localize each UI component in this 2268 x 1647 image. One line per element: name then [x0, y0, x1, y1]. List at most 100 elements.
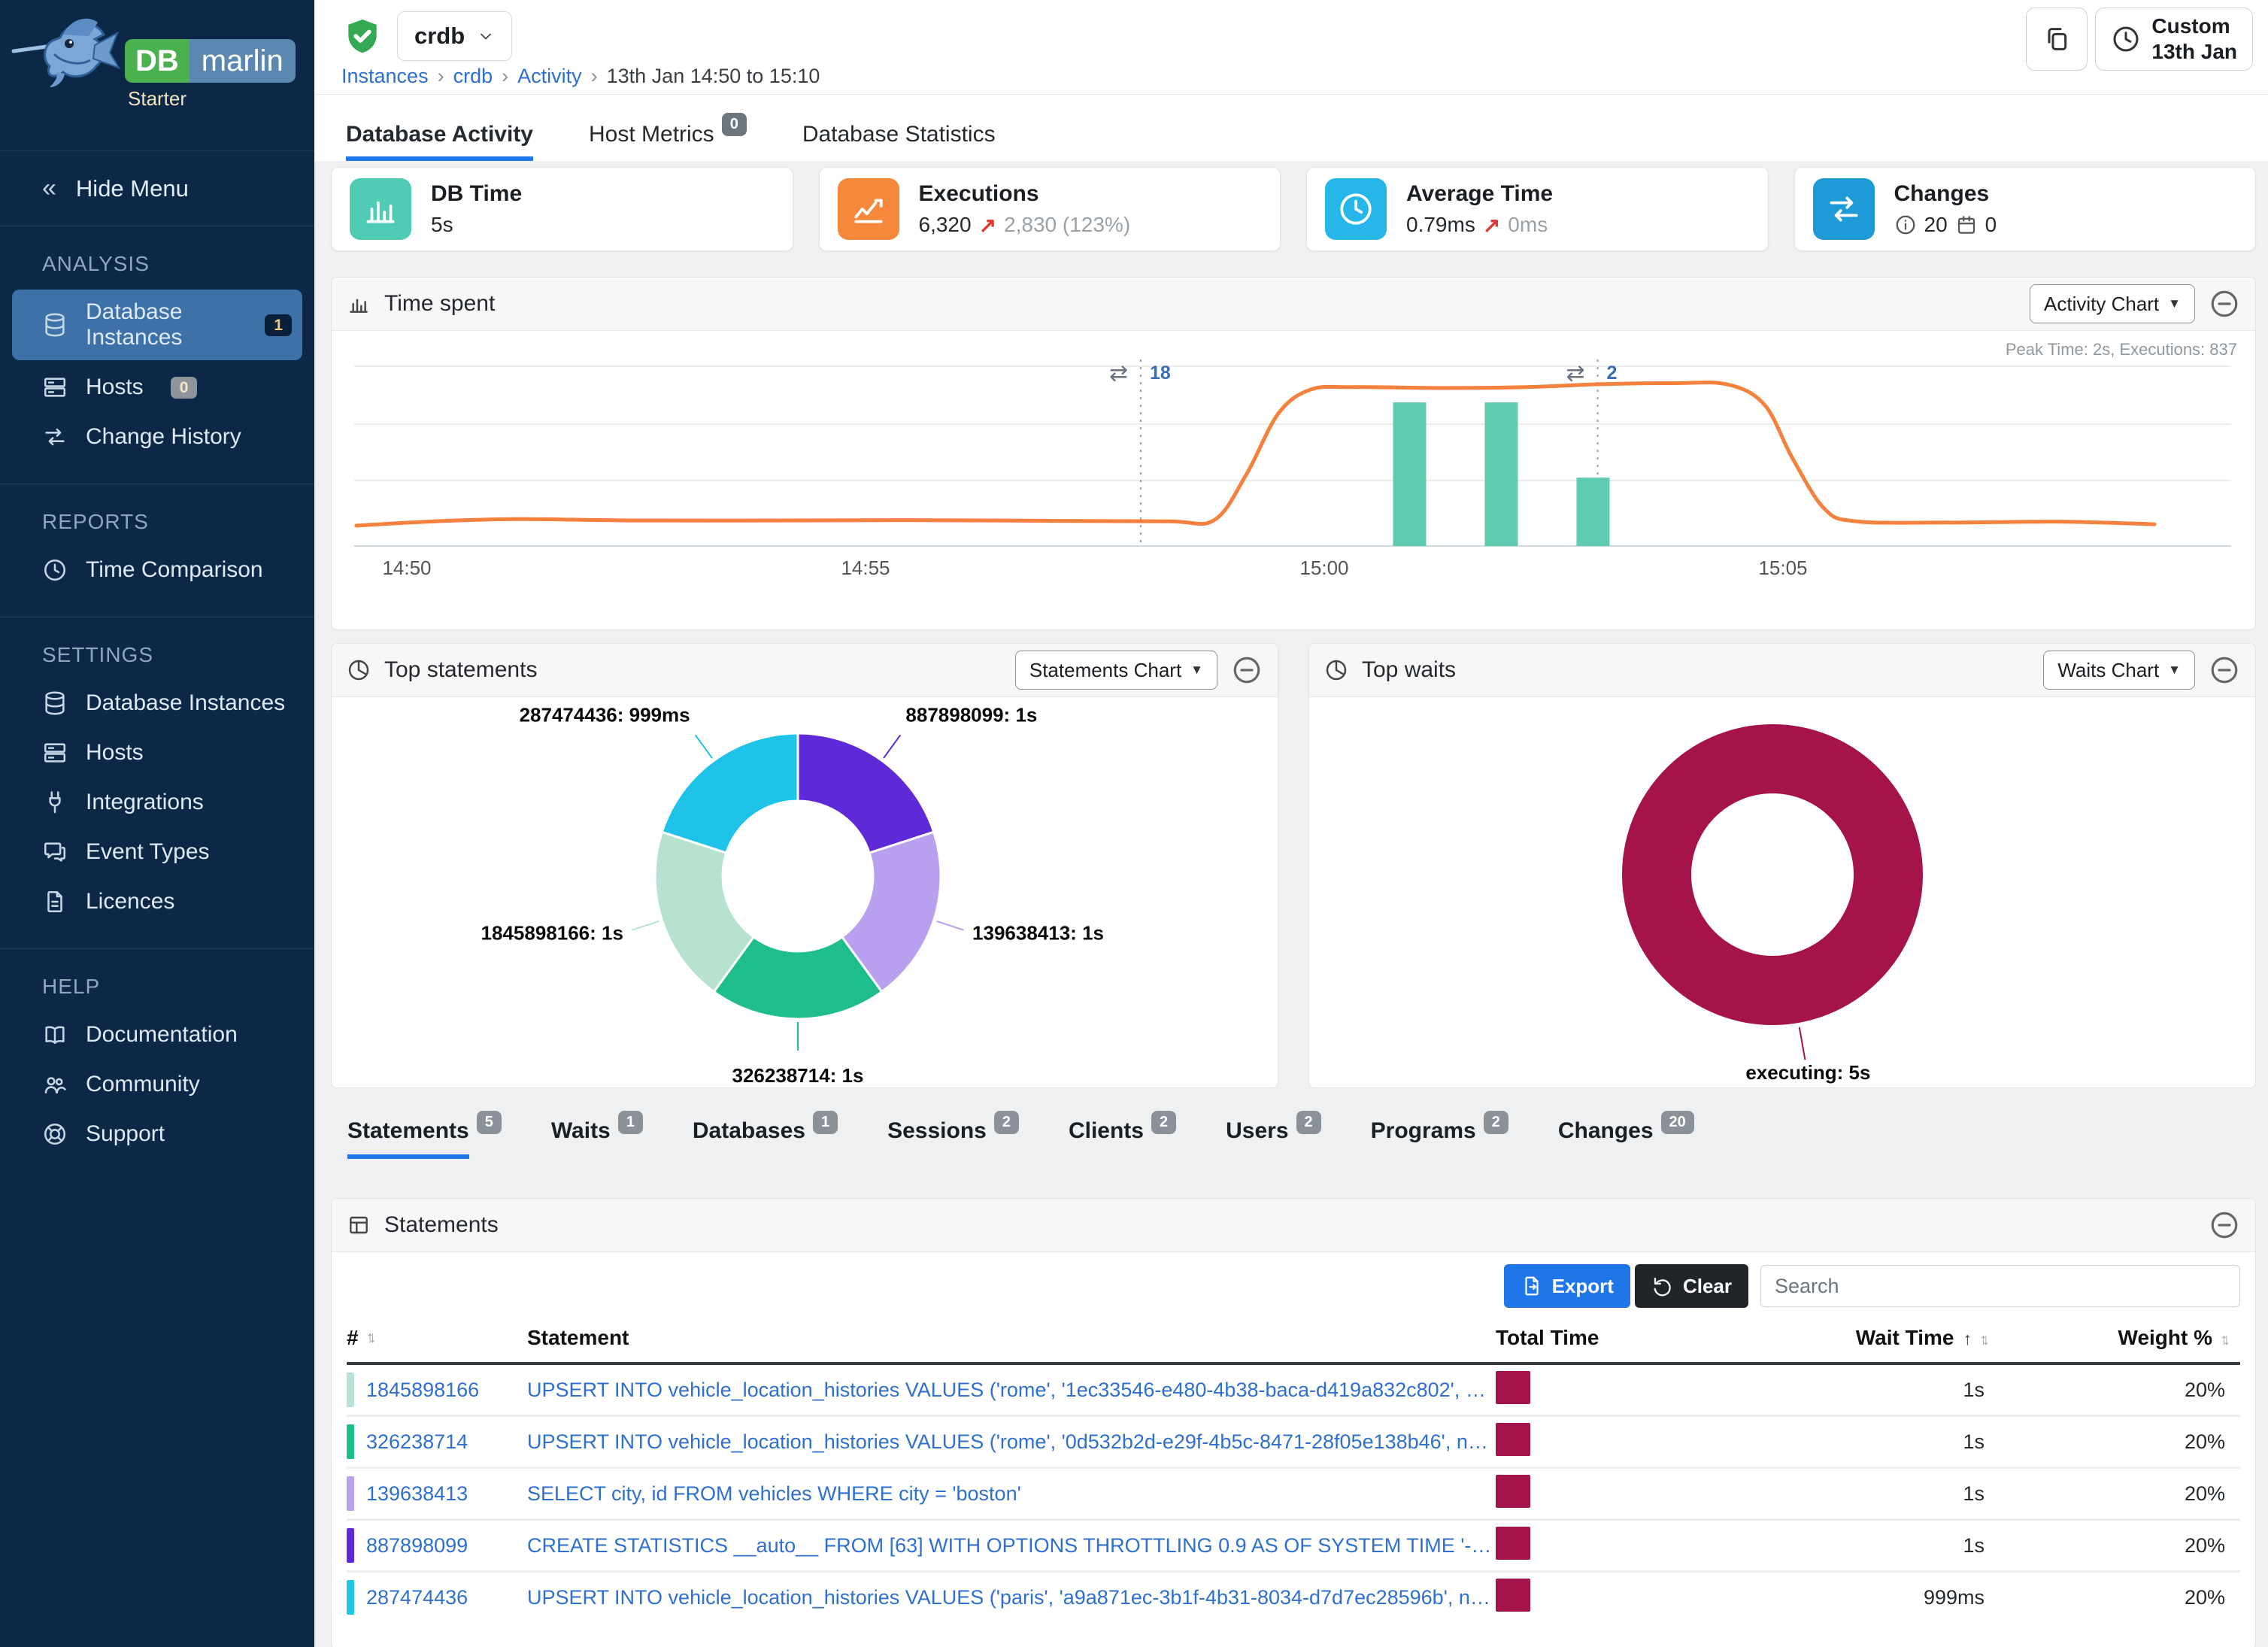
sidebar-item-label: Hosts	[86, 740, 144, 765]
sort-icon: ↑↓	[1979, 1331, 1990, 1348]
detail-tab-statements[interactable]: Statements 5	[347, 1111, 502, 1159]
tab-label: Statements	[347, 1118, 469, 1159]
wait-time-value: 1s	[1963, 1378, 1984, 1401]
statement-text-link[interactable]: UPSERT INTO vehicle_location_histories V…	[527, 1585, 1496, 1609]
breadcrumb-activity[interactable]: Activity	[517, 65, 582, 87]
detail-tab-changes[interactable]: Changes 20	[1558, 1111, 1694, 1154]
svg-text:14:55: 14:55	[841, 557, 890, 579]
clear-button[interactable]: Clear	[1634, 1264, 1748, 1308]
count-badge: 1	[265, 314, 292, 336]
sidebar-item-label: Change History	[86, 424, 241, 449]
brand-marlin: marlin	[189, 39, 296, 83]
sidebar-item-event-types[interactable]: Event Types	[12, 830, 302, 875]
export-button[interactable]: Export	[1503, 1264, 1630, 1308]
logo-block: DB marlin Starter	[0, 0, 314, 151]
top-waits-panel: Top waits Waits Chart ▼ executing: 5s	[1308, 643, 2256, 1088]
total-time-bar	[1496, 1578, 1530, 1612]
instance-selector-button[interactable]: crdb	[397, 11, 513, 61]
count-badge: 20	[1660, 1111, 1694, 1134]
collapse-panel-button[interactable]	[2209, 288, 2240, 320]
statement-text-link[interactable]: CREATE STATISTICS __auto__ FROM [63] WIT…	[527, 1533, 1496, 1557]
hide-menu-button[interactable]: « Hide Menu	[0, 151, 314, 226]
tab-database-statistics[interactable]: Database Statistics	[802, 122, 996, 161]
activity-chart-dropdown[interactable]: Activity Chart ▼	[2030, 284, 2195, 323]
statements-table: # ↑↓ Statement Total Time Wait Time ↑ ↑↓ Weight…	[332, 1315, 2255, 1622]
statement-text-link[interactable]: SELECT city, id FROM vehicles WHERE city…	[527, 1482, 1021, 1505]
sidebar-item-documentation[interactable]: Documentation	[12, 1012, 302, 1057]
statement-id-link[interactable]: 326238714	[366, 1430, 468, 1453]
search-input[interactable]	[1760, 1265, 2240, 1307]
statement-color-bar	[347, 1580, 354, 1615]
sidebar-item-database-instances[interactable]: Database Instances	[12, 681, 302, 726]
total-time-bar	[1496, 1422, 1530, 1456]
statement-color-bar	[347, 1528, 354, 1563]
collapse-panel-button[interactable]	[1231, 654, 1263, 686]
column-header-weight[interactable]: Weight % ↑↓	[2015, 1326, 2240, 1350]
statement-id-link[interactable]: 287474436	[366, 1585, 468, 1609]
minus-circle-icon	[2209, 288, 2240, 320]
panel-title: Top statements	[384, 657, 538, 682]
kpi-delta: 0ms	[1508, 213, 1548, 236]
sidebar-item-label: Licences	[86, 889, 175, 914]
sidebar-item-integrations[interactable]: Integrations	[12, 780, 302, 825]
instance-name: crdb	[414, 23, 465, 49]
pie-chart-icon	[1324, 658, 1348, 682]
column-header-wait-time[interactable]: Wait Time ↑ ↑↓	[1691, 1326, 2015, 1350]
statement-id-link[interactable]: 887898099	[366, 1533, 468, 1557]
time-range-button[interactable]: Custom 13th Jan	[2095, 8, 2253, 71]
detail-tab-sessions[interactable]: Sessions 2	[887, 1111, 1019, 1154]
tab-label: Programs	[1370, 1118, 1476, 1143]
sidebar-item-label: Support	[86, 1121, 165, 1146]
sidebar-item-hosts[interactable]: Hosts	[12, 730, 302, 775]
export-label: Export	[1551, 1274, 1614, 1297]
statement-id-link[interactable]: 1845898166	[366, 1378, 480, 1401]
collapse-panel-button[interactable]	[2209, 1209, 2240, 1241]
export-icon	[1521, 1275, 1543, 1297]
statement-color-bar	[347, 1424, 354, 1459]
sidebar-item-label: Integrations	[86, 790, 204, 814]
statement-row: 326238714 UPSERT INTO vehicle_location_hi…	[347, 1415, 2240, 1467]
undo-icon	[1651, 1275, 1674, 1297]
sidebar-item-community[interactable]: Community	[12, 1062, 302, 1107]
sidebar-item-support[interactable]: Support	[12, 1112, 302, 1157]
statement-text-link[interactable]: UPSERT INTO vehicle_location_histories V…	[527, 1378, 1496, 1401]
statements-chart-dropdown[interactable]: Statements Chart ▼	[1014, 651, 1217, 690]
dropdown-label: Statements Chart	[1029, 658, 1182, 681]
breadcrumb-crdb[interactable]: crdb	[453, 65, 493, 87]
column-header-[interactable]: # ↑↓	[347, 1326, 527, 1350]
waits-donut-chart: executing: 5s	[1309, 697, 2255, 1087]
statement-id-link[interactable]: 139638413	[366, 1482, 468, 1505]
sidebar-item-label: Hosts	[86, 375, 144, 399]
svg-text:287474436: 999ms: 287474436: 999ms	[520, 704, 690, 726]
detail-tabs: Statements 5 Waits 1 Databases 1 Sessions 2 Clie…	[331, 1111, 2256, 1178]
statements-donut-chart: 887898099: 1s 139638413: 1s 326238714: 1s 1…	[332, 697, 1278, 1087]
svg-text:326238714: 1s: 326238714: 1s	[732, 1064, 864, 1087]
sidebar-item-change-history[interactable]: Change History	[12, 414, 302, 460]
sidebar-item-label: Time Comparison	[86, 557, 263, 582]
detail-tab-databases[interactable]: Databases 1	[693, 1111, 838, 1154]
collapse-panel-button[interactable]	[2209, 654, 2240, 686]
copy-link-button[interactable]	[2026, 8, 2088, 71]
statement-color-bar	[347, 1476, 354, 1511]
tab-label: Waits	[550, 1118, 611, 1143]
breadcrumb-separator: ›	[437, 65, 444, 87]
detail-tab-waits[interactable]: Waits 1	[550, 1111, 643, 1154]
sidebar-item-hosts[interactable]: Hosts 0	[12, 365, 302, 410]
detail-tab-users[interactable]: Users 2	[1226, 1111, 1321, 1154]
server-icon	[42, 740, 68, 766]
sidebar-item-database-instances[interactable]: Database Instances 1	[12, 290, 302, 360]
brand-edition: Starter	[128, 87, 187, 110]
kpi-row: DB Time 5s Executions 6,320 ↗ 2,830 (123%) Ave…	[331, 167, 2256, 251]
minus-circle-icon	[1231, 654, 1263, 686]
svg-text:1845898166: 1s: 1845898166: 1s	[481, 921, 623, 944]
detail-tab-programs[interactable]: Programs 2	[1370, 1111, 1508, 1154]
statement-text-link[interactable]: UPSERT INTO vehicle_location_histories V…	[527, 1430, 1496, 1453]
sidebar-item-licences[interactable]: Licences	[12, 879, 302, 924]
count-badge: 0	[170, 376, 198, 399]
sidebar-item-time-comparison[interactable]: Time Comparison	[12, 547, 302, 593]
detail-tab-clients[interactable]: Clients 2	[1069, 1111, 1177, 1154]
tab-database-activity[interactable]: Database Activity	[346, 122, 533, 161]
tab-host-metrics[interactable]: Host Metrics 0	[589, 113, 747, 161]
breadcrumb-instances[interactable]: Instances	[341, 65, 429, 87]
waits-chart-dropdown[interactable]: Waits Chart ▼	[2043, 651, 2195, 690]
